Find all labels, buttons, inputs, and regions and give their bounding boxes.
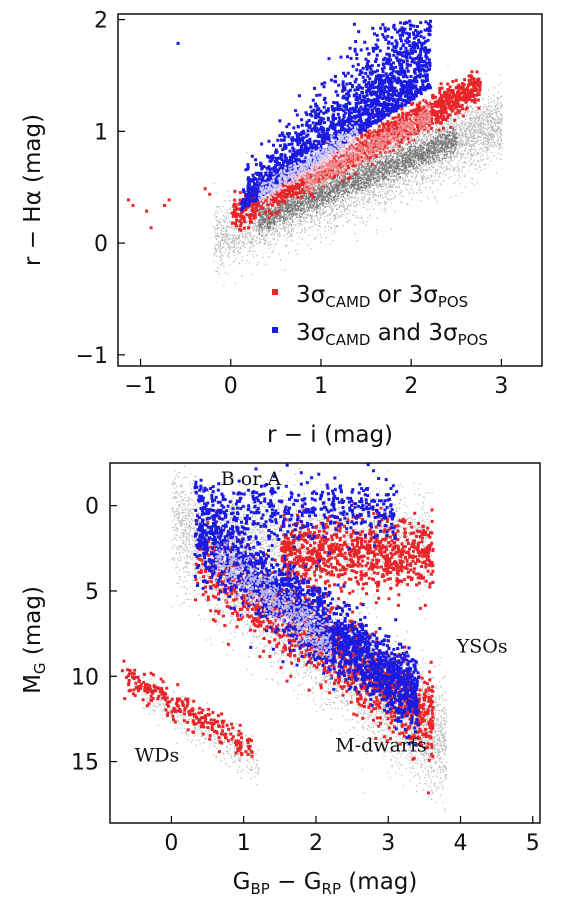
top-x-tick-label: 2	[404, 374, 418, 399]
top-blue-core	[258, 122, 359, 206]
legend: 3σCAMD or 3σPOS 3σCAMD and 3σPOS	[272, 282, 488, 349]
annotation-label: YSOs	[456, 635, 508, 657]
top-x-axis-label: r − i (mag)	[267, 422, 393, 448]
bottom-y-tick-label: 5	[85, 580, 99, 605]
top-plot-frame	[117, 13, 543, 367]
annotation-label: WDs	[135, 745, 180, 767]
top-y-tick-label: 1	[94, 120, 108, 145]
bottom-annotations: B or A YSOs M-dwarfs WDs	[135, 468, 508, 766]
bottom-x-tick-label: 0	[164, 831, 178, 856]
top-y-ticks: −1 0 1 2	[76, 9, 125, 369]
top-y-tick-label: 2	[94, 9, 108, 34]
panel-top: −1 0 1 2 3 −1 0 1 2 r − i (mag) r − Hα (mag) 3σ…	[20, 9, 543, 448]
annotation-label: B or A	[221, 468, 282, 490]
bottom-x-tick-label: 5	[526, 831, 540, 856]
top-x-tick-label: 0	[224, 374, 238, 399]
bottom-x-tick-label: 4	[454, 831, 468, 856]
bottom-plot-frame	[109, 462, 541, 824]
bottom-x-tick-label: 1	[237, 831, 251, 856]
top-y-tick-label: −1	[76, 344, 108, 369]
legend-entry-or: 3σCAMD or 3σPOS	[296, 282, 468, 311]
bottom-y-ticks: 0 5 10 15	[71, 495, 117, 776]
top-plot-area	[127, 19, 503, 287]
bottom-x-tick-label: 3	[381, 831, 395, 856]
top-x-ticks: −1 0 1 2 3	[124, 359, 508, 399]
top-x-tick-label: 1	[314, 374, 328, 399]
legend-marker-blue	[272, 327, 278, 333]
bottom-y-tick-label: 0	[85, 495, 99, 520]
panel-bottom: 0 1 2 3 4 5 0 5 10 15 B or A YSOs M-dwarfs WDs GBP …	[20, 462, 541, 898]
bottom-plot-area	[120, 463, 448, 812]
top-red-band	[302, 99, 432, 194]
annotation-label: M-dwarfs	[335, 734, 427, 756]
legend-marker-red	[272, 289, 278, 295]
bottom-y-tick-label: 10	[71, 665, 99, 690]
bottom-y-tick-label: 15	[71, 751, 99, 776]
top-y-axis-label: r − Hα (mag)	[20, 114, 46, 266]
top-y-tick-label: 0	[94, 232, 108, 257]
bottom-x-tick-label: 2	[309, 831, 323, 856]
bottom-y-axis-label: MG (mag)	[20, 586, 49, 694]
top-blue-points	[176, 19, 433, 212]
bottom-x-ticks: 0 1 2 3 4 5	[164, 816, 540, 856]
top-x-tick-label: −1	[124, 374, 156, 399]
bottom-red-points	[120, 502, 435, 795]
bottom-blue-points	[193, 463, 420, 747]
top-x-tick-label: 3	[494, 374, 508, 399]
legend-entry-and: 3σCAMD and 3σPOS	[296, 320, 488, 349]
bottom-blue-core	[214, 517, 333, 684]
bottom-x-axis-label: GBP − GRP (mag)	[233, 869, 418, 898]
top-dark-core	[257, 120, 458, 237]
